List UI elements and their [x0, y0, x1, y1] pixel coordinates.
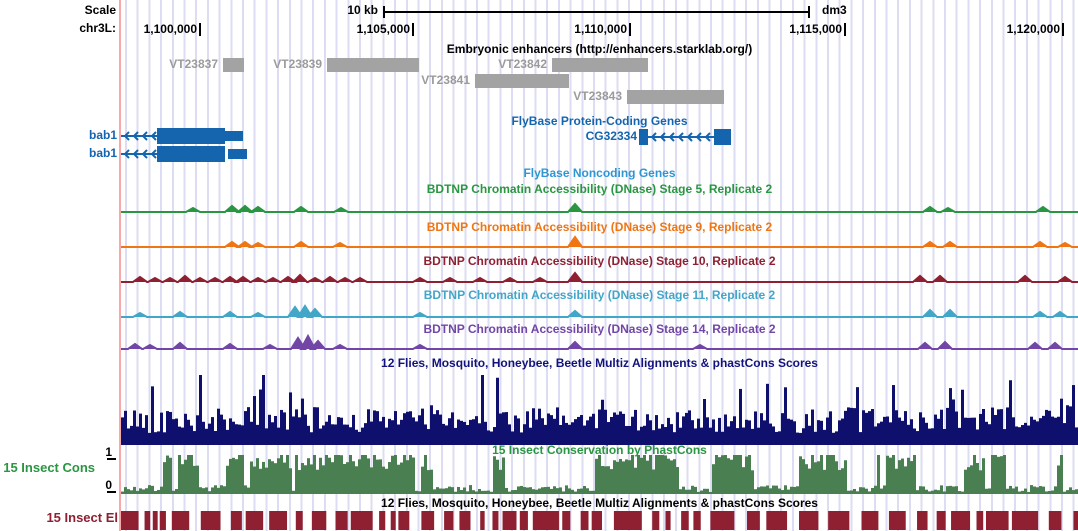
track-title-enhancers[interactable]: Embryonic enhancers (http://enhancers.st…: [446, 42, 753, 56]
gene-bab1[interactable]: [121, 128, 243, 144]
gene-label-bab1[interactable]: bab1: [88, 146, 117, 160]
conserved-element-blocks[interactable]: [121, 511, 1078, 530]
coordinate-label: 1,115,000: [789, 22, 842, 36]
track-title-bdtnp-1[interactable]: BDTNP Chromatin Accessibility (DNase) St…: [426, 220, 773, 234]
gene-bab1[interactable]: [121, 146, 247, 162]
enhancer-label: VT23842: [498, 57, 547, 71]
wiggle-track-bdtnp-1[interactable]: [121, 235, 1078, 248]
scale-bar-label: 10 kb: [347, 3, 378, 17]
phastcons-axis-max-tick: [107, 458, 116, 460]
phastcons-axis-min: 0: [105, 478, 112, 492]
coordinate-label: 1,105,000: [356, 22, 410, 36]
enhancer-item-VT23837[interactable]: [223, 58, 244, 72]
coordinate-label: 1,100,000: [143, 22, 197, 36]
wiggle-track-bdtnp-3[interactable]: [121, 304, 1078, 318]
enhancer-label: VT23841: [421, 73, 470, 87]
enhancer-label: VT23837: [169, 57, 218, 71]
track-title-multiz-top[interactable]: 12 Flies, Mosquito, Honeybee, Beetle Mul…: [381, 356, 818, 370]
phastcons-axis-min-tick: [107, 491, 116, 493]
enhancer-item-VT23843[interactable]: [627, 90, 724, 104]
coordinate-tick: [629, 23, 631, 36]
enhancer-item-VT23839[interactable]: [327, 58, 419, 72]
track-title-bdtnp-3[interactable]: BDTNP Chromatin Accessibility (DNase) St…: [423, 288, 776, 302]
wiggle-track-bdtnp-2[interactable]: [121, 271, 1078, 283]
phastcons-axis-max: 1: [105, 445, 112, 459]
elements-left-label: 15 Insect El: [46, 510, 118, 525]
gene-label-bab1[interactable]: bab1: [88, 128, 117, 142]
track-title-noncoding-genes[interactable]: FlyBase Noncoding Genes: [523, 166, 676, 180]
coordinate-tick: [844, 23, 846, 36]
phastcons-left-label: 15 Insect Cons: [3, 460, 95, 475]
phastcons-baseline: [121, 493, 1078, 494]
left-boundary-line: [119, 0, 121, 531]
enhancer-item-VT23842[interactable]: [552, 58, 648, 72]
phastcons-histogram[interactable]: [121, 455, 1078, 493]
enhancer-label: VT23843: [573, 89, 622, 103]
scale-bar-right-tick: [808, 6, 810, 18]
track-title-protein-genes[interactable]: FlyBase Protein-Coding Genes: [511, 114, 688, 128]
track-title-multiz-bottom[interactable]: 12 Flies, Mosquito, Honeybee, Beetle Mul…: [381, 496, 818, 510]
scale-bar-left-tick: [383, 6, 385, 18]
multiz-histogram[interactable]: [121, 375, 1078, 445]
track-title-bdtnp-4[interactable]: BDTNP Chromatin Accessibility (DNase) St…: [423, 322, 776, 336]
coordinate-label: 1,120,000: [1006, 22, 1060, 36]
scale-label: Scale: [84, 3, 116, 17]
wiggle-track-bdtnp-0[interactable]: [121, 202, 1078, 213]
coordinate-label: 1,110,000: [574, 22, 627, 36]
enhancer-item-VT23841[interactable]: [475, 74, 569, 88]
track-title-bdtnp-2[interactable]: BDTNP Chromatin Accessibility (DNase) St…: [423, 254, 776, 268]
gene-CG32334[interactable]: [639, 129, 731, 145]
enhancer-label: VT23839: [273, 57, 322, 71]
chromosome-label: chr3L:: [79, 21, 116, 35]
track-title-bdtnp-0[interactable]: BDTNP Chromatin Accessibility (DNase) St…: [426, 182, 773, 196]
coordinate-tick: [199, 23, 201, 36]
gene-label-CG32334[interactable]: CG32334: [585, 129, 637, 143]
coordinate-tick: [1062, 23, 1064, 36]
track-title-phastcons[interactable]: 15 Insect Conservation by PhastCons: [492, 443, 707, 457]
assembly-label: dm3: [822, 3, 847, 17]
coordinate-tick: [412, 23, 414, 36]
scale-bar: [383, 11, 810, 13]
wiggle-track-bdtnp-4[interactable]: [121, 333, 1078, 350]
